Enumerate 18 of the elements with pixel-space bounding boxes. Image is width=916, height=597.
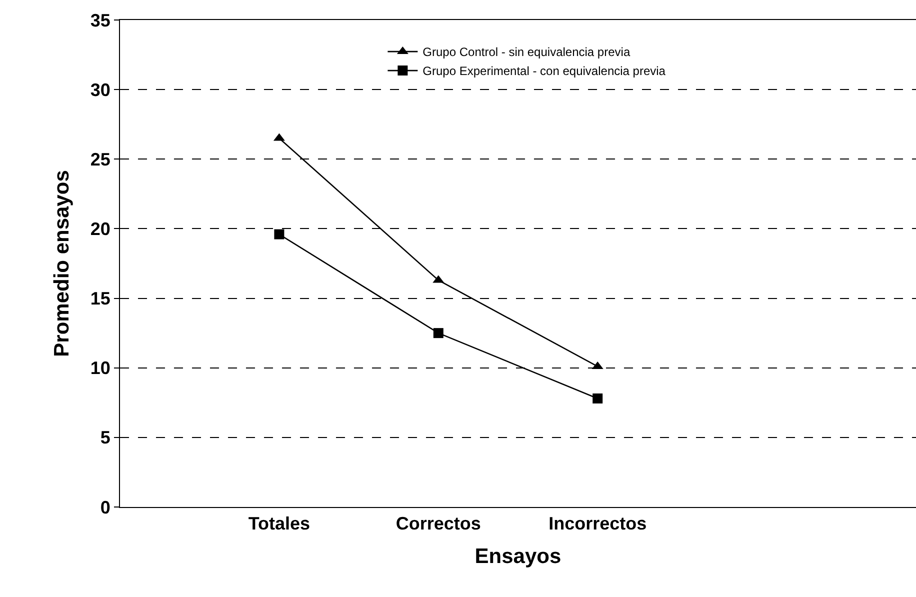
x-axis-title: Ensayos [474, 544, 562, 568]
legend-label: Grupo Control - sin equivalencia previa [422, 45, 630, 60]
y-axis-title: Promedio ensayos [50, 170, 74, 357]
y-tick-label: 15 [90, 288, 110, 309]
y-tick-label: 30 [90, 80, 110, 100]
point [274, 229, 284, 240]
legend-label: Grupo Experimental - con equivalencia previa [422, 64, 666, 78]
point [433, 328, 444, 338]
x-tick-label: Correctos [396, 514, 481, 534]
y-tick-label: 0 [100, 497, 110, 518]
point [592, 393, 603, 404]
y-tick-label: 10 [90, 358, 110, 378]
y-tick-label: 25 [90, 149, 110, 170]
x-tick-label: Totales [248, 514, 310, 534]
y-tick-label: 20 [90, 219, 110, 240]
x-tick-label: Incorrectos [548, 514, 647, 534]
y-tick-label: 5 [100, 428, 110, 448]
y-tick-label: 35 [90, 10, 110, 30]
